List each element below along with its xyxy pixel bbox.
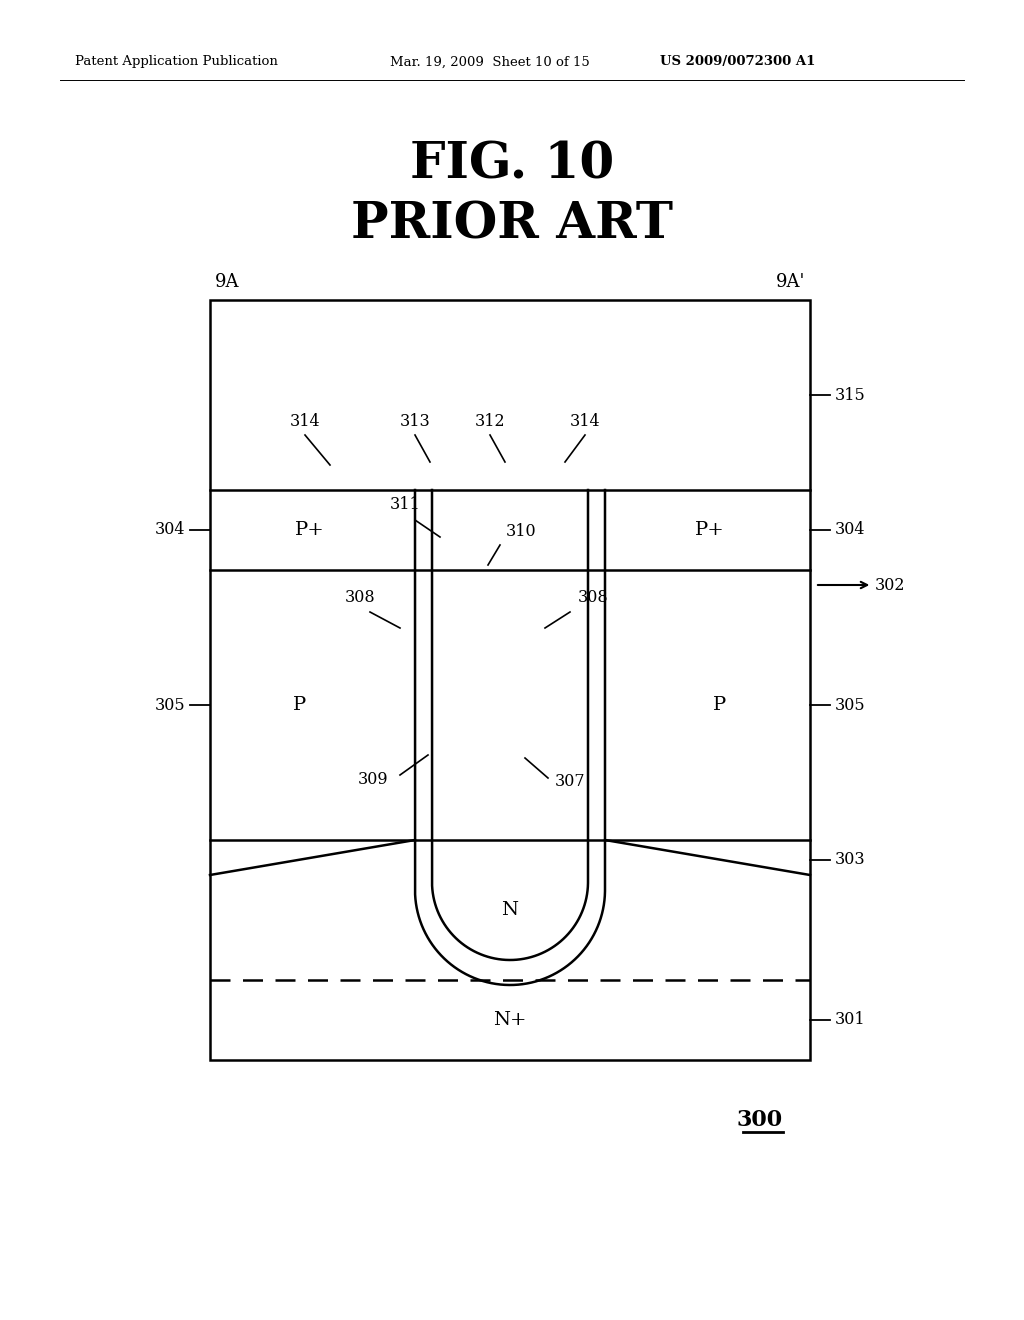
Text: Mar. 19, 2009  Sheet 10 of 15: Mar. 19, 2009 Sheet 10 of 15: [390, 55, 590, 69]
Text: 9A': 9A': [775, 273, 805, 290]
Text: 302: 302: [818, 577, 905, 594]
Text: 311: 311: [389, 496, 421, 513]
Text: 305: 305: [155, 697, 185, 714]
Text: FIG. 10: FIG. 10: [410, 140, 614, 190]
Text: 301: 301: [835, 1011, 865, 1028]
Text: P+: P+: [295, 521, 325, 539]
Text: P: P: [293, 696, 306, 714]
Text: P+: P+: [695, 521, 725, 539]
Text: 310: 310: [506, 523, 537, 540]
Polygon shape: [432, 490, 588, 960]
Text: 312: 312: [475, 413, 505, 430]
Text: P: P: [714, 696, 727, 714]
Text: 309: 309: [357, 771, 388, 788]
Text: 305: 305: [835, 697, 865, 714]
Text: 314: 314: [569, 413, 600, 430]
Text: 303: 303: [835, 851, 865, 869]
Text: 304: 304: [835, 521, 865, 539]
Text: 315: 315: [835, 387, 865, 404]
Text: N: N: [502, 902, 518, 919]
Text: 314: 314: [290, 413, 321, 430]
Text: 307: 307: [555, 774, 586, 791]
Text: 304: 304: [155, 521, 185, 539]
Polygon shape: [588, 490, 605, 890]
Text: 300: 300: [737, 1109, 783, 1131]
Text: N+: N+: [494, 1011, 526, 1030]
Text: US 2009/0072300 A1: US 2009/0072300 A1: [660, 55, 815, 69]
Text: 9A: 9A: [215, 273, 240, 290]
Text: 313: 313: [399, 413, 430, 430]
Polygon shape: [415, 490, 432, 890]
Text: PRIOR ART: PRIOR ART: [351, 201, 673, 249]
Text: Patent Application Publication: Patent Application Publication: [75, 55, 278, 69]
Text: 308: 308: [578, 589, 608, 606]
Text: 308: 308: [345, 589, 376, 606]
